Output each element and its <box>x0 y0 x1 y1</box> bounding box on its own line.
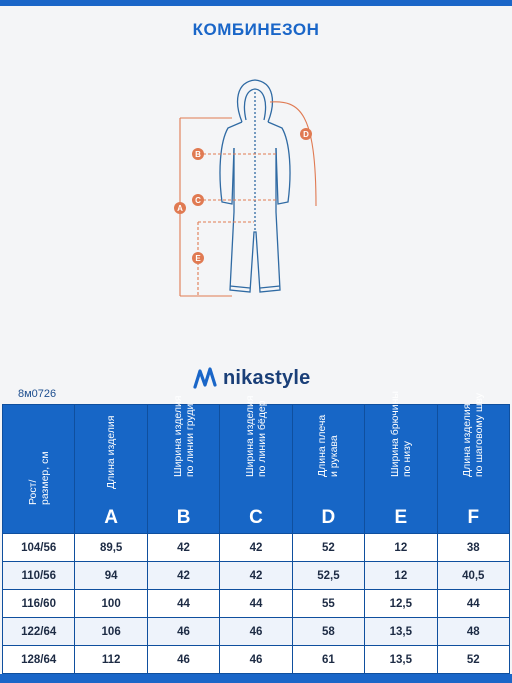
cell-f: 40,5 <box>436 561 511 590</box>
cell-d: 52 <box>291 533 366 562</box>
marker-a: A <box>174 202 186 214</box>
cell-size: 122/64 <box>1 617 76 646</box>
brand-name: nikastyle <box>223 366 311 389</box>
table-row: 116/60 100 44 44 55 12,5 44 <box>1 589 511 618</box>
bottom-accent-bar <box>0 674 512 683</box>
measurement-lines <box>179 101 317 297</box>
table-row: 122/64 106 46 46 58 13,5 48 <box>1 617 511 646</box>
jumpsuit-diagram: A B C D E <box>174 79 317 297</box>
marker-b: B <box>192 148 204 160</box>
cell-d: 52,5 <box>291 561 366 590</box>
cell-b: 46 <box>146 617 221 646</box>
marker-c: C <box>192 194 204 206</box>
cell-b: 42 <box>146 561 221 590</box>
article-code: 8м0726 <box>18 388 57 400</box>
marker-d: D <box>300 128 312 140</box>
cell-f: 52 <box>436 645 511 674</box>
svg-text:B: B <box>195 150 201 159</box>
cell-f: 44 <box>436 589 511 618</box>
cell-c: 46 <box>219 645 293 674</box>
jumpsuit-outline <box>219 79 291 293</box>
cell-b: 42 <box>146 533 221 562</box>
svg-text:E: E <box>195 254 201 263</box>
size-table: Рост/ размер, см Длина изделия A Ширина … <box>1 391 511 674</box>
col-header-b: Ширина изделия по линии груди B <box>146 396 221 534</box>
cell-d: 55 <box>291 589 366 618</box>
col-header-a: Длина изделия A <box>74 404 148 534</box>
cell-e: 12 <box>364 533 438 562</box>
cell-a: 112 <box>74 645 148 674</box>
col-header-e: Ширина брючины по низу E <box>364 391 438 534</box>
cell-d: 61 <box>291 645 366 674</box>
size-table-header: Рост/ размер, см Длина изделия A Ширина … <box>1 391 511 534</box>
cell-e: 13,5 <box>364 617 438 646</box>
page-title: КОМБИНЕЗОН <box>192 20 320 39</box>
cell-a: 89,5 <box>74 533 148 562</box>
svg-text:C: C <box>195 196 201 205</box>
col-header-size: Рост/ размер, см <box>1 404 76 534</box>
cell-a: 94 <box>74 561 148 590</box>
col-header-d: Длина плеча и рукава D <box>291 404 366 534</box>
cell-size: 128/64 <box>1 645 76 674</box>
svg-text:A: A <box>177 204 183 213</box>
cell-e: 13,5 <box>364 645 438 674</box>
col-header-c: Ширина изделия по линии бёдер C <box>219 396 293 534</box>
cell-size: 116/60 <box>1 589 76 618</box>
marker-e: E <box>192 252 204 264</box>
cell-c: 46 <box>219 617 293 646</box>
cell-b: 44 <box>146 589 221 618</box>
svg-text:D: D <box>303 130 309 139</box>
cell-b: 46 <box>146 645 221 674</box>
cell-f: 38 <box>436 533 511 562</box>
cell-a: 100 <box>74 589 148 618</box>
col-header-f: Длина изделия по шаговому шву F <box>436 393 511 534</box>
cell-c: 44 <box>219 589 293 618</box>
cell-d: 58 <box>291 617 366 646</box>
table-row: 128/64 112 46 46 61 13,5 52 <box>1 645 511 674</box>
cell-size: 110/56 <box>1 561 76 590</box>
cell-e: 12 <box>364 561 438 590</box>
nikastyle-wave-logo-icon <box>193 367 217 389</box>
cell-c: 42 <box>219 561 293 590</box>
cell-a: 106 <box>74 617 148 646</box>
top-accent-bar <box>0 0 512 6</box>
table-row: 110/56 94 42 42 52,5 12 40,5 <box>1 561 511 590</box>
cell-c: 42 <box>219 533 293 562</box>
table-row: 104/56 89,5 42 42 52 12 38 <box>1 533 511 562</box>
cell-e: 12,5 <box>364 589 438 618</box>
cell-f: 48 <box>436 617 511 646</box>
cell-size: 104/56 <box>1 533 76 562</box>
brand-logo: nikastyle <box>193 366 310 390</box>
